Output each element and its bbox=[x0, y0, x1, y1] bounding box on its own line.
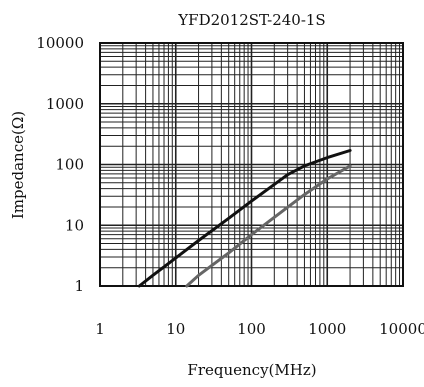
x-tick-label: 1000 bbox=[308, 320, 346, 338]
plot-frame bbox=[99, 42, 404, 287]
x-tick-label: 100 bbox=[237, 320, 266, 338]
y-tick-label: 1000 bbox=[46, 95, 84, 113]
x-tick-labels: 1 10 100 1000 10000 bbox=[95, 320, 424, 338]
series-line-2 bbox=[185, 164, 352, 288]
y-tick-label: 10000 bbox=[36, 34, 84, 52]
grid bbox=[99, 43, 403, 287]
series-group bbox=[137, 149, 352, 288]
y-tick-label: 10 bbox=[65, 216, 84, 234]
x-axis-label: Frequency(MHz) bbox=[187, 361, 316, 379]
series-line-1 bbox=[137, 149, 352, 288]
y-axis-label: Impedance(Ω) bbox=[9, 111, 27, 219]
x-tick-label: 10 bbox=[166, 320, 185, 338]
y-tick-labels: 10000 1000 100 10 1 bbox=[36, 34, 84, 295]
y-tick-label: 1 bbox=[74, 277, 84, 295]
chart-title: YFD2012ST-240-1S bbox=[177, 11, 325, 29]
x-tick-label: 10000 bbox=[379, 320, 424, 338]
x-tick-label: 1 bbox=[95, 320, 105, 338]
y-tick-label: 100 bbox=[55, 156, 84, 174]
